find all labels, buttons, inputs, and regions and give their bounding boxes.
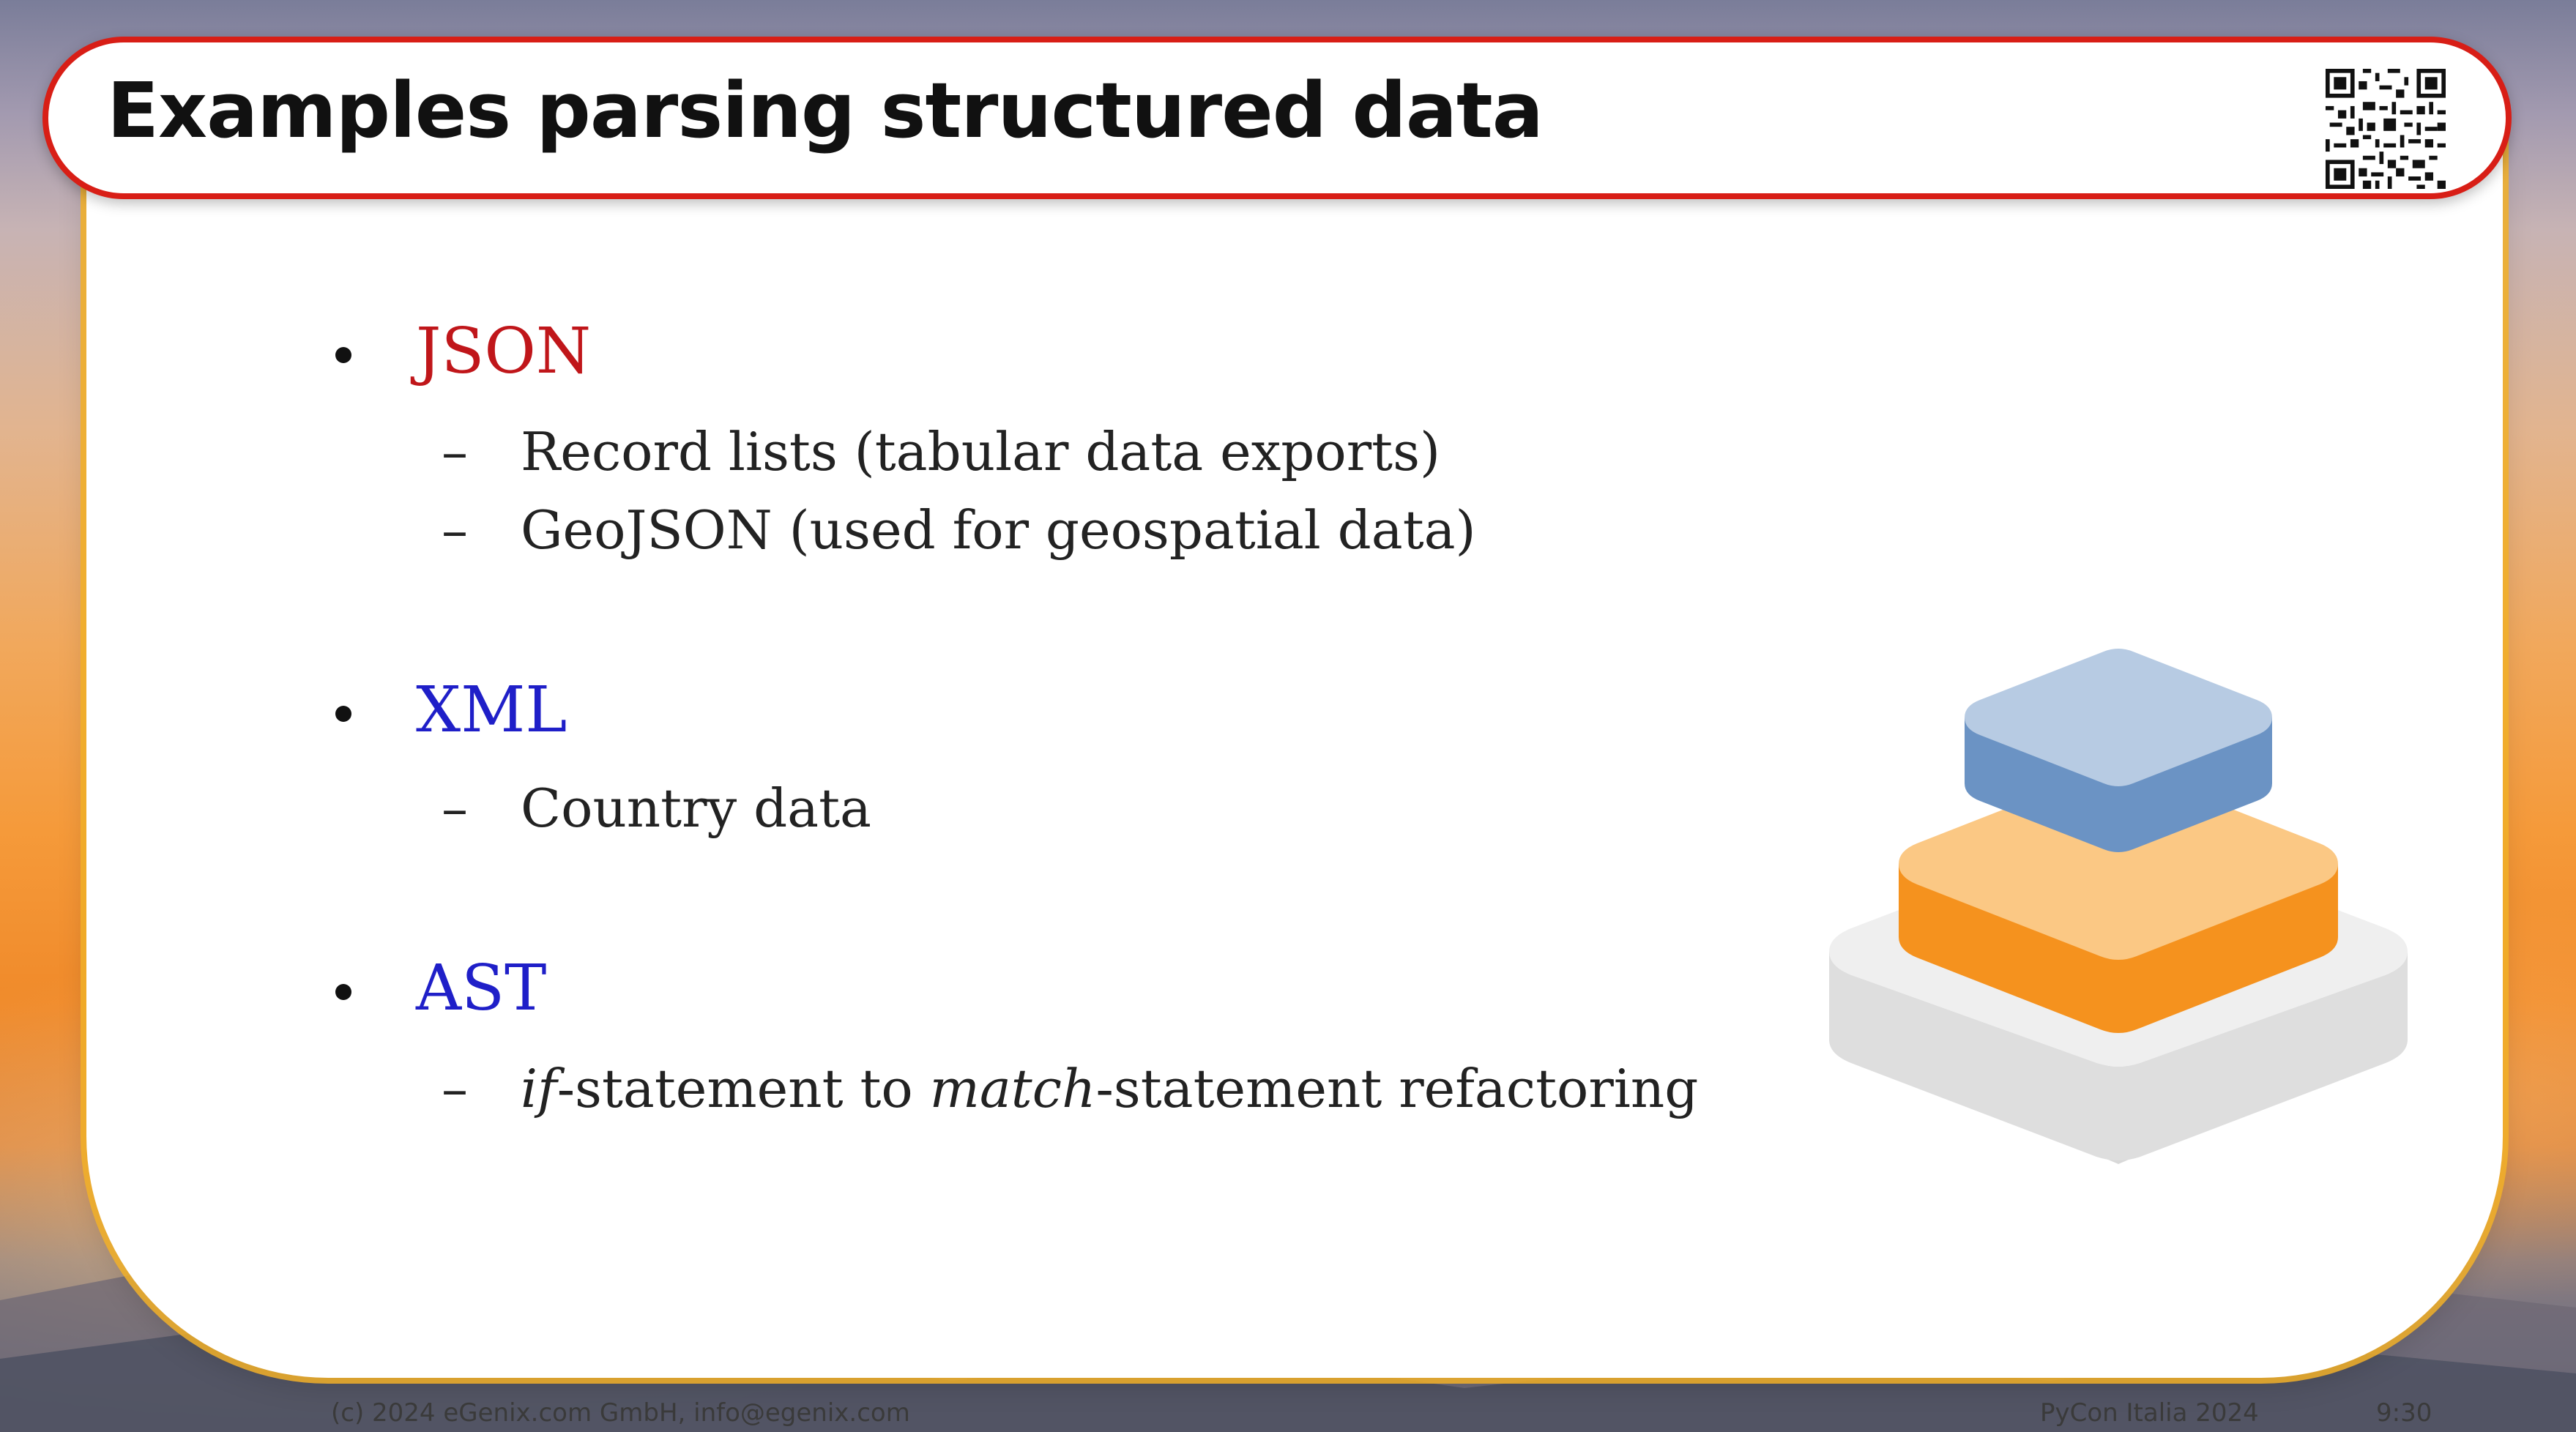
subitem-text: if-statement to match-statement refactor…: [521, 1058, 1698, 1119]
sub-dash: –: [442, 421, 468, 482]
subitem-text-part: -statement to: [556, 1058, 930, 1119]
if-keyword: if: [521, 1058, 557, 1119]
subitem-text: Record lists (tabular data exports): [521, 421, 1441, 482]
layer-stack-icon: [1829, 649, 2408, 1164]
qr-code-icon: [2326, 69, 2446, 189]
bullet-label-xml: XML: [416, 674, 567, 747]
slide-title: Examples parsing structured data: [107, 66, 1544, 155]
content-panel: JSON – Record lists (tabular data export…: [86, 146, 2503, 1378]
bullet-label-ast: AST: [416, 952, 547, 1025]
layer-middle: [1899, 768, 2338, 1033]
footer-copyright: (c) 2024 eGenix.com GmbH, info@egenix.co…: [331, 1398, 910, 1428]
subitem-text: Country data: [521, 777, 871, 839]
bullet-dot: [335, 347, 351, 363]
sub-dash: –: [442, 499, 468, 561]
sub-dash: –: [442, 1058, 468, 1119]
bullet-list: JSON – Record lists (tabular data export…: [86, 146, 1771, 1391]
bullet-label-json: JSON: [416, 315, 592, 388]
footer-event: PyCon Italia 2024: [2040, 1398, 2259, 1428]
subitem-text-part: -statement refactoring: [1095, 1058, 1699, 1119]
title-bar: Examples parsing structured data: [42, 37, 2512, 199]
bullet-dot: [335, 706, 351, 722]
footer-timestamp: 9:30: [2376, 1398, 2432, 1428]
match-keyword: match: [929, 1058, 1096, 1119]
bullet-dot: [335, 984, 351, 1000]
subitem-text: GeoJSON (used for geospatial data): [521, 499, 1476, 561]
sub-dash: –: [442, 777, 468, 839]
layer-top: [1965, 649, 2272, 852]
